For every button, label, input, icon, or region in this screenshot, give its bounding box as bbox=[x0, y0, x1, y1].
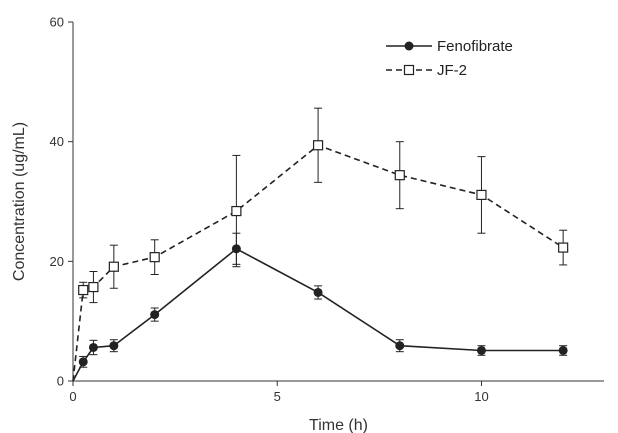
data-point bbox=[150, 310, 160, 320]
y-tick-label: 60 bbox=[50, 15, 64, 30]
x-tick-label: 10 bbox=[474, 389, 488, 404]
y-ticks: 0 20 40 60 bbox=[50, 15, 73, 389]
x-ticks: 0 5 10 bbox=[69, 381, 489, 404]
series-line-fenofibrate bbox=[72, 247, 564, 382]
y-axis-title: Concentration (ug/mL) bbox=[11, 122, 28, 281]
data-point bbox=[78, 284, 89, 296]
data-point bbox=[78, 357, 88, 367]
data-point bbox=[312, 140, 324, 151]
legend-item-fenofibrate: Fenofibrate bbox=[386, 38, 513, 55]
data-point bbox=[558, 242, 569, 253]
legend-marker-fenofibrate bbox=[404, 41, 414, 51]
series-jf-2 bbox=[72, 107, 569, 382]
data-point bbox=[109, 341, 119, 351]
data-point bbox=[88, 342, 98, 352]
data-point bbox=[88, 281, 99, 293]
series-layer bbox=[72, 107, 569, 382]
data-point bbox=[476, 345, 486, 355]
legend: Fenofibrate JF-2 bbox=[386, 38, 513, 79]
axes: 0 5 10 0 20 40 60 bbox=[50, 15, 604, 404]
legend-marker-jf-2 bbox=[403, 64, 415, 76]
data-point bbox=[313, 287, 323, 297]
y-tick-label: 20 bbox=[50, 254, 64, 269]
data-point bbox=[394, 170, 405, 181]
data-point bbox=[149, 252, 160, 263]
x-axis-title: Time (h) bbox=[309, 417, 368, 433]
data-point bbox=[108, 261, 119, 272]
y-tick-label: 0 bbox=[57, 374, 64, 389]
legend-label-fenofibrate: Fenofibrate bbox=[437, 38, 513, 55]
data-point bbox=[558, 345, 568, 355]
series-fenofibrate bbox=[72, 232, 568, 382]
x-tick-label: 5 bbox=[274, 389, 281, 404]
legend-item-jf-2: JF-2 bbox=[386, 62, 467, 79]
y-tick-label: 40 bbox=[50, 134, 64, 149]
x-tick-label: 0 bbox=[69, 389, 76, 404]
data-point bbox=[476, 189, 487, 201]
data-point bbox=[395, 341, 405, 351]
series-line-jf-2 bbox=[72, 144, 564, 382]
data-point bbox=[231, 205, 242, 217]
legend-label-jf-2: JF-2 bbox=[437, 62, 467, 79]
